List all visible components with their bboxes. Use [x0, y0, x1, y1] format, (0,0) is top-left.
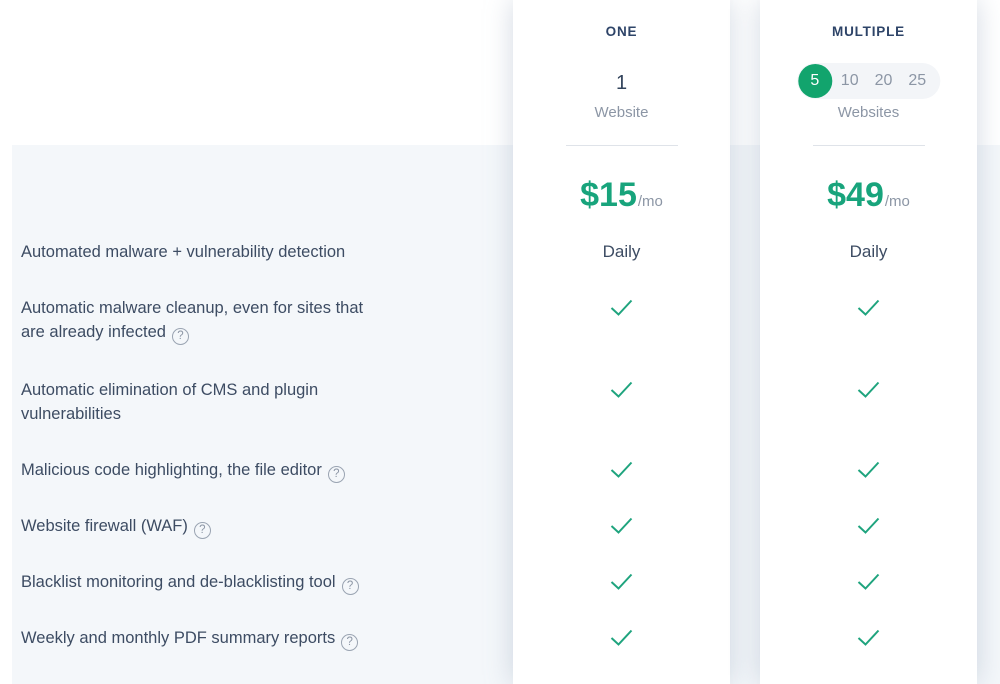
help-icon[interactable]: ? [193, 521, 211, 539]
feature-row-detection: Automated malware + vulnerability detect… [0, 226, 1000, 282]
feature-label: Automatic malware cleanup, even for site… [21, 296, 391, 345]
site-count-option-25[interactable]: 25 [908, 72, 927, 89]
feature-rows: Automated malware + vulnerability detect… [0, 226, 1000, 684]
multiple-value-cell [760, 282, 977, 316]
help-icon[interactable]: ? [327, 465, 345, 483]
check-icon [857, 299, 880, 316]
help-icon[interactable]: ? [341, 577, 359, 595]
multiple-value-cell [760, 444, 977, 478]
one-value-cell: Daily [513, 226, 730, 264]
one-value-cell [513, 444, 730, 478]
website-count-picker: 5 10 20 25 [796, 63, 941, 99]
feature-label: Malicious code highlighting, the file ed… [21, 458, 391, 483]
multiple-value-cell [760, 612, 977, 646]
plan-name-multiple: MULTIPLE [832, 24, 905, 39]
multiple-value-cell [760, 556, 977, 590]
help-icon[interactable]: ? [341, 633, 359, 651]
site-count-option-10[interactable]: 10 [840, 72, 859, 89]
check-icon [857, 461, 880, 478]
check-icon [857, 573, 880, 590]
feature-row-reports: Weekly and monthly PDF summary reports? [0, 612, 1000, 684]
website-count-one: 1 [615, 72, 628, 94]
one-value-cell [513, 282, 730, 316]
feature-row-waf: Website firewall (WAF)? [0, 500, 1000, 556]
price-amount-multiple: $49 [827, 176, 884, 214]
help-icon[interactable]: ? [171, 327, 189, 345]
price-period-multiple: /mo [884, 193, 910, 210]
plan-name-one: ONE [605, 24, 638, 39]
check-icon [857, 381, 880, 398]
check-icon [857, 629, 880, 646]
check-icon [610, 299, 633, 316]
price-amount-one: $15 [580, 176, 637, 214]
check-icon [610, 381, 633, 398]
plan-card-one: ONE 1 Website $15 /mo [513, 0, 730, 684]
feature-row-cleanup: Automatic malware cleanup, even for site… [0, 282, 1000, 364]
one-value-cell [513, 364, 730, 398]
check-icon [610, 573, 633, 590]
one-value-cell [513, 500, 730, 534]
feature-label: Website firewall (WAF)? [21, 514, 391, 539]
plan-card-multiple: MULTIPLE 5 10 20 25 Websites $49 /mo [760, 0, 977, 684]
multiple-value-cell [760, 364, 977, 398]
price-one: $15 /mo [513, 174, 730, 216]
scan-frequency-multiple: Daily [849, 242, 888, 261]
card-divider [565, 145, 678, 146]
website-unit-one: Website [594, 104, 649, 121]
check-icon [610, 461, 633, 478]
feature-label: Automated malware + vulnerability detect… [21, 243, 346, 261]
site-count-option-20[interactable]: 20 [874, 72, 893, 89]
price-multiple: $49 /mo [760, 174, 977, 216]
multiple-value-cell [760, 500, 977, 534]
multiple-value-cell: Daily [760, 226, 977, 264]
feature-row-blacklist: Blacklist monitoring and de-blacklisting… [0, 556, 1000, 612]
website-unit-multiple: Websites [837, 104, 900, 121]
price-period-one: /mo [637, 193, 663, 210]
feature-row-cms: Automatic elimination of CMS and plugin … [0, 364, 1000, 444]
one-value-cell [513, 612, 730, 646]
feature-label: Automatic elimination of CMS and plugin … [21, 381, 319, 423]
check-icon [610, 629, 633, 646]
check-icon [610, 517, 633, 534]
feature-label: Blacklist monitoring and de-blacklisting… [21, 570, 391, 595]
one-value-cell [513, 556, 730, 590]
site-count-option-5[interactable]: 5 [797, 64, 832, 98]
card-divider [812, 145, 925, 146]
feature-row-highlighting: Malicious code highlighting, the file ed… [0, 444, 1000, 500]
check-icon [857, 517, 880, 534]
feature-label: Weekly and monthly PDF summary reports? [21, 626, 391, 651]
scan-frequency-one: Daily [602, 242, 641, 261]
